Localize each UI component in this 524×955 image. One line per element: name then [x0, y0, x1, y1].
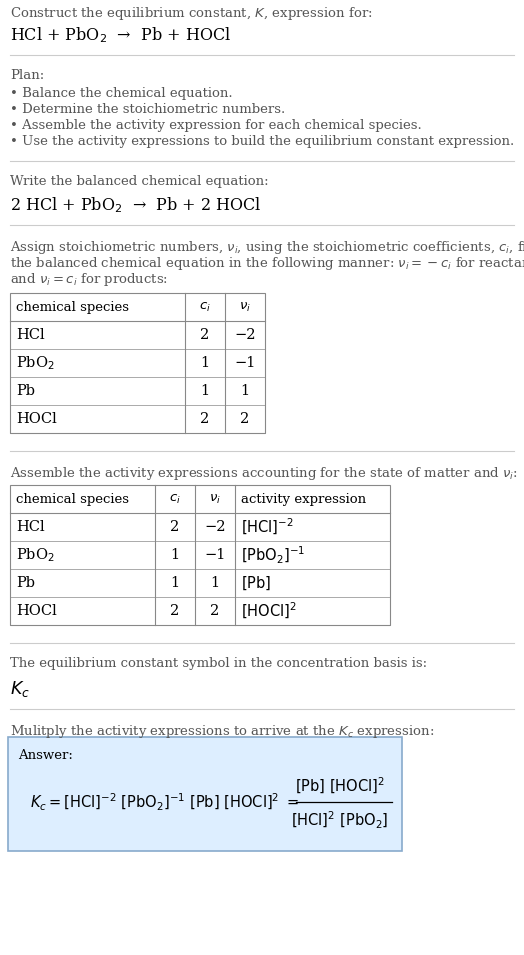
- Text: chemical species: chemical species: [16, 301, 129, 313]
- Text: HCl: HCl: [16, 520, 45, 534]
- Text: 1: 1: [211, 576, 220, 590]
- Text: Pb: Pb: [16, 576, 35, 590]
- Text: 1: 1: [170, 576, 180, 590]
- Text: $\nu_i$: $\nu_i$: [209, 493, 221, 505]
- Text: $[\mathrm{Pb}]\ [\mathrm{HOCl}]^2$: $[\mathrm{Pb}]\ [\mathrm{HOCl}]^2$: [295, 776, 385, 796]
- Text: 1: 1: [201, 384, 210, 398]
- Text: chemical species: chemical species: [16, 493, 129, 505]
- Text: The equilibrium constant symbol in the concentration basis is:: The equilibrium constant symbol in the c…: [10, 657, 427, 670]
- Text: HCl: HCl: [16, 328, 45, 342]
- Text: 1: 1: [170, 548, 180, 562]
- Text: and $\nu_i = c_i$ for products:: and $\nu_i = c_i$ for products:: [10, 271, 168, 288]
- Text: 2: 2: [200, 412, 210, 426]
- Text: PbO$_2$: PbO$_2$: [16, 354, 54, 371]
- Text: $[\mathrm{HCl}]^2\ [\mathrm{PbO_2}]$: $[\mathrm{HCl}]^2\ [\mathrm{PbO_2}]$: [291, 810, 389, 831]
- Text: $c_i$: $c_i$: [169, 493, 181, 505]
- Text: • Use the activity expressions to build the equilibrium constant expression.: • Use the activity expressions to build …: [10, 135, 514, 148]
- Text: $[\mathrm{HOCl}]^{2}$: $[\mathrm{HOCl}]^{2}$: [241, 601, 297, 621]
- Bar: [10, 485, 390, 625]
- Text: $[\mathrm{Pb}]$: $[\mathrm{Pb}]$: [241, 574, 271, 592]
- Bar: [10, 293, 265, 433]
- Text: Plan:: Plan:: [10, 69, 44, 82]
- Text: HCl + PbO$_2$  →  Pb + HOCl: HCl + PbO$_2$ → Pb + HOCl: [10, 25, 231, 45]
- Text: $K_c = [\mathrm{HCl}]^{-2}\ [\mathrm{PbO_2}]^{-1}\ [\mathrm{Pb}]\ [\mathrm{HOCl}: $K_c = [\mathrm{HCl}]^{-2}\ [\mathrm{PbO…: [30, 792, 299, 813]
- Text: −1: −1: [234, 356, 256, 370]
- Text: Pb: Pb: [16, 384, 35, 398]
- FancyBboxPatch shape: [8, 737, 402, 851]
- Text: $K_c$: $K_c$: [10, 679, 30, 699]
- Text: 1: 1: [201, 356, 210, 370]
- Text: −1: −1: [204, 548, 226, 562]
- Text: $[\mathrm{PbO_2}]^{-1}$: $[\mathrm{PbO_2}]^{-1}$: [241, 544, 305, 565]
- Text: • Determine the stoichiometric numbers.: • Determine the stoichiometric numbers.: [10, 103, 285, 116]
- Text: 2: 2: [170, 520, 180, 534]
- Text: Construct the equilibrium constant, $K$, expression for:: Construct the equilibrium constant, $K$,…: [10, 5, 373, 22]
- Text: HOCl: HOCl: [16, 604, 57, 618]
- Text: −2: −2: [234, 328, 256, 342]
- Text: −2: −2: [204, 520, 226, 534]
- Text: HOCl: HOCl: [16, 412, 57, 426]
- Text: $[\mathrm{HCl}]^{-2}$: $[\mathrm{HCl}]^{-2}$: [241, 517, 294, 537]
- Text: • Assemble the activity expression for each chemical species.: • Assemble the activity expression for e…: [10, 119, 422, 132]
- Text: • Balance the chemical equation.: • Balance the chemical equation.: [10, 87, 233, 100]
- Text: PbO$_2$: PbO$_2$: [16, 546, 54, 563]
- Text: Assign stoichiometric numbers, $\nu_i$, using the stoichiometric coefficients, $: Assign stoichiometric numbers, $\nu_i$, …: [10, 239, 524, 256]
- Text: 1: 1: [241, 384, 249, 398]
- Text: the balanced chemical equation in the following manner: $\nu_i = -c_i$ for react: the balanced chemical equation in the fo…: [10, 255, 524, 272]
- Text: 2 HCl + PbO$_2$  →  Pb + 2 HOCl: 2 HCl + PbO$_2$ → Pb + 2 HOCl: [10, 195, 261, 215]
- Text: 2: 2: [170, 604, 180, 618]
- Text: Assemble the activity expressions accounting for the state of matter and $\nu_i$: Assemble the activity expressions accoun…: [10, 465, 518, 482]
- Text: 2: 2: [210, 604, 220, 618]
- Text: $c_i$: $c_i$: [199, 301, 211, 313]
- Text: Write the balanced chemical equation:: Write the balanced chemical equation:: [10, 175, 269, 188]
- Text: $\nu_i$: $\nu_i$: [239, 301, 251, 313]
- Text: Mulitply the activity expressions to arrive at the $K_c$ expression:: Mulitply the activity expressions to arr…: [10, 723, 434, 740]
- Text: 2: 2: [241, 412, 249, 426]
- Text: Answer:: Answer:: [18, 749, 73, 762]
- Text: activity expression: activity expression: [241, 493, 366, 505]
- Text: 2: 2: [200, 328, 210, 342]
